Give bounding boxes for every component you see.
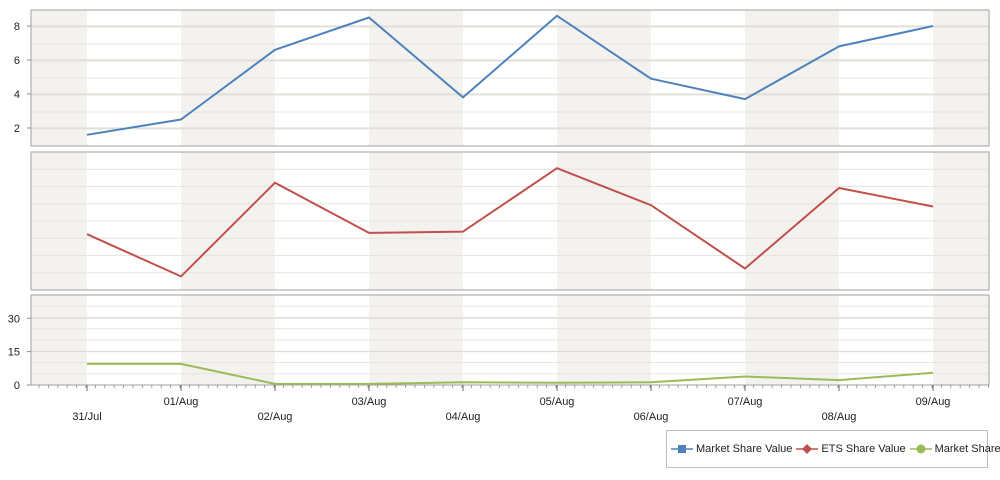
y-tick-label: 6 bbox=[14, 55, 20, 67]
x-tick-label: 05/Aug bbox=[540, 396, 575, 408]
y-tick-label: 0 bbox=[14, 380, 20, 392]
x-tick-label: 01/Aug bbox=[164, 396, 199, 408]
chart-svg: 2 4 6 8 0 15 30 31/Jul 01/Aug 02/Aug 03/Aug 04/Aug 0… bbox=[0, 0, 1000, 430]
x-tick-label: 08/Aug bbox=[822, 411, 857, 423]
x-tick-label: 03/Aug bbox=[352, 396, 387, 408]
legend-item-market-share-value: Market Share Value bbox=[671, 443, 792, 455]
legend-item-ets-share-value: ETS Share Value bbox=[796, 443, 905, 455]
y-tick-label: 15 bbox=[8, 347, 20, 359]
legend-item-market-share: Market Share bbox=[910, 443, 1000, 455]
x-tick-label: 09/Aug bbox=[916, 396, 951, 408]
y-tick-label: 2 bbox=[14, 123, 20, 135]
legend-marker-circle bbox=[910, 443, 932, 455]
x-tick-label: 04/Aug bbox=[446, 411, 481, 423]
legend-label: ETS Share Value bbox=[821, 443, 905, 455]
x-tick-label: 31/Jul bbox=[72, 411, 101, 423]
x-tick-label: 02/Aug bbox=[258, 411, 293, 423]
y-tick-label: 30 bbox=[8, 313, 20, 325]
legend-label: Market Share Value bbox=[696, 443, 792, 455]
y-tick-label: 4 bbox=[14, 89, 20, 101]
legend-label: Market Share bbox=[935, 443, 1000, 455]
legend-marker-diamond bbox=[796, 443, 818, 455]
legend-marker-square bbox=[671, 443, 693, 455]
y-tick-label: 8 bbox=[14, 21, 20, 33]
x-tick-label: 06/Aug bbox=[634, 411, 669, 423]
x-tick-label: 07/Aug bbox=[728, 396, 763, 408]
legend: Market Share Value ETS Share Value Marke… bbox=[666, 430, 988, 468]
